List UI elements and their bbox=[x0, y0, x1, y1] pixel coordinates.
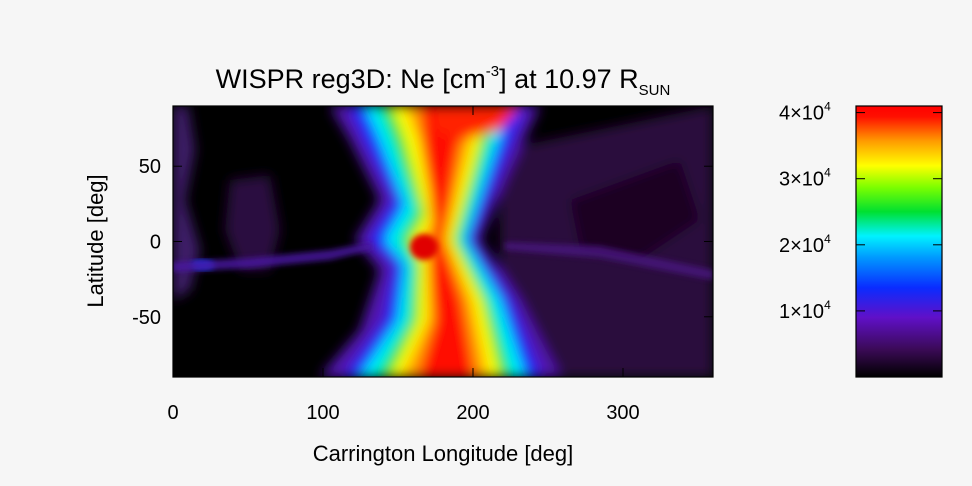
y-axis-ticks: -50 0 50 bbox=[132, 156, 713, 329]
title-main: WISPR reg3D: Ne [cm bbox=[216, 64, 486, 94]
east-dark-patch bbox=[570, 160, 700, 260]
colorbar-tick-label: 2×104 bbox=[779, 232, 831, 257]
x-tick-label: 100 bbox=[306, 402, 339, 424]
equatorial-purple-streak bbox=[173, 242, 372, 272]
title-sup: -3 bbox=[486, 63, 499, 80]
colorbar-ticks: 1×104 2×104 3×104 4×104 bbox=[779, 100, 942, 323]
mid-west-purple-region bbox=[225, 175, 280, 270]
chart-title: WISPR reg3D: Ne [cm-3] at 10.97 RSUN bbox=[216, 63, 671, 99]
y-axis-label: Latitude [deg] bbox=[83, 174, 108, 307]
east-equatorial-streak bbox=[505, 242, 713, 280]
title-after: ] at 10.97 R bbox=[499, 64, 639, 94]
x-tick-label: 0 bbox=[167, 402, 178, 424]
colorbar-tick-label: 3×104 bbox=[779, 166, 831, 191]
streamer-orange-band bbox=[402, 106, 488, 377]
y-tick-label: 0 bbox=[150, 232, 161, 254]
x-tick-label: 200 bbox=[456, 402, 489, 424]
density-peak-blob bbox=[410, 234, 438, 260]
west-purple-region bbox=[173, 106, 200, 300]
streamer-red-core bbox=[418, 106, 475, 377]
x-tick-label: 300 bbox=[606, 402, 639, 424]
streamer-top-red-cap bbox=[430, 106, 520, 140]
x-axis-label: Carrington Longitude [deg] bbox=[313, 441, 574, 466]
y-tick-label: 50 bbox=[139, 156, 161, 178]
y-tick-label: -50 bbox=[132, 307, 161, 329]
colorbar-tick-label: 4×104 bbox=[779, 100, 831, 125]
heatmap-plot-area bbox=[173, 106, 713, 377]
colorbar-gradient bbox=[856, 106, 942, 377]
colorbar-tick-label: 1×104 bbox=[779, 298, 831, 323]
colorbar: 1×104 2×104 3×104 4×104 bbox=[779, 100, 943, 378]
title-sub: SUN bbox=[639, 82, 671, 99]
x-axis-ticks: 0 100 200 300 bbox=[167, 106, 640, 424]
colorbar-frame bbox=[855, 105, 943, 378]
heatmap-regions bbox=[173, 106, 713, 377]
